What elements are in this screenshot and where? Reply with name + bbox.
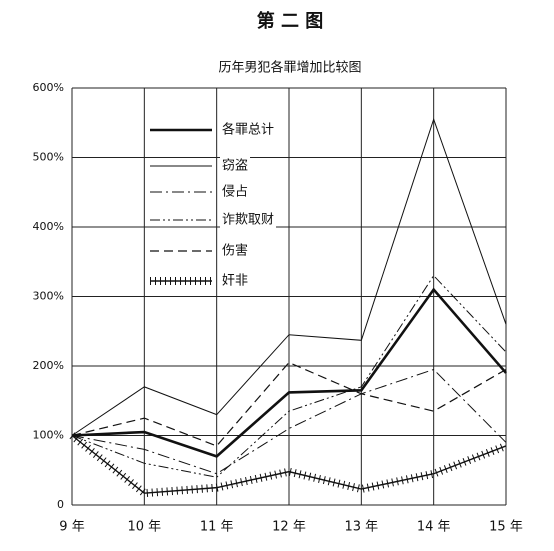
- x-tick-label: 11 年: [200, 520, 234, 535]
- legend-label: 窃盗: [222, 158, 248, 174]
- series-line: [71, 274, 507, 478]
- legend-label-bg: [220, 156, 251, 175]
- x-tick-label: 13 年: [344, 520, 378, 535]
- y-tick-label: 100%: [33, 429, 64, 442]
- y-tick-label: 600%: [33, 81, 64, 94]
- x-tick-label: 12 年: [272, 520, 306, 535]
- legend-label-bg: [220, 120, 277, 139]
- chart-subtitle: 历年男犯各罪增加比较图: [218, 60, 361, 76]
- series-line: [71, 117, 507, 436]
- x-tick-label: 15 年: [489, 520, 523, 535]
- legend-label-bg: [220, 272, 251, 290]
- series-line: [71, 287, 507, 458]
- chart-title: 第 二 图: [257, 10, 324, 32]
- x-tick-label: 14 年: [417, 520, 451, 535]
- y-tick-label: 500%: [33, 151, 64, 164]
- series-line: [71, 368, 507, 475]
- legend-label-bg: [220, 241, 251, 260]
- legend-label: 侵占: [222, 184, 248, 200]
- legend-label: 各罪总计: [222, 122, 274, 138]
- legend-label-bg: [220, 211, 277, 229]
- y-tick-label: 200%: [33, 359, 64, 372]
- y-tick-label: 400%: [33, 220, 64, 233]
- legend-label: 诈欺取财: [222, 213, 274, 228]
- legend-label-bg: [220, 182, 251, 201]
- series-line: [71, 361, 507, 447]
- series-line: [71, 434, 507, 494]
- x-tick-label: 9 年: [59, 520, 84, 535]
- y-tick-label: 300%: [33, 290, 64, 303]
- legend-label: 伤害: [222, 243, 248, 259]
- legend-label: 奸非: [222, 274, 248, 289]
- x-tick-label: 10 年: [127, 520, 161, 535]
- y-tick-label: 0: [57, 498, 64, 511]
